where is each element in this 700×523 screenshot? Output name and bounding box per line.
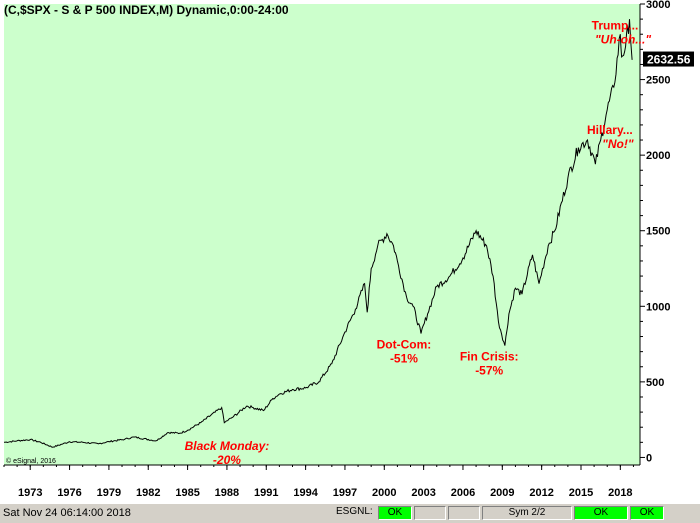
annotation-4-value: "Uh-oh..." xyxy=(595,33,651,47)
plot-area[interactable] xyxy=(4,4,640,465)
annotation-1-title: Dot-Com: xyxy=(377,338,432,352)
esgnl-status-ok[interactable]: OK xyxy=(378,506,412,520)
last-price-background xyxy=(643,51,694,67)
x-tick-label-1973: 1973 xyxy=(18,487,42,499)
annotation-3-title: Hillary... xyxy=(587,123,633,137)
x-tick-label-2018: 2018 xyxy=(608,487,632,499)
annotations: Black Monday:-20% Dot-Com:-51% Fin Crisis:… xyxy=(185,19,652,467)
x-tick-label-1985: 1985 xyxy=(175,487,199,499)
x-tick-label-1991: 1991 xyxy=(254,487,278,499)
y-tick-label-2500: 2500 xyxy=(646,75,670,87)
chart-title: (C,$SPX - S & P 500 INDEX,M) Dynamic,0:0… xyxy=(4,3,289,17)
copyright-label: © eSignal, 2016 xyxy=(6,457,56,465)
annotation-2-title: Fin Crisis: xyxy=(460,350,519,364)
x-tick-label-2000: 2000 xyxy=(372,487,396,499)
y-tick-label-3000: 3000 xyxy=(646,0,670,11)
status-cell-empty-2[interactable] xyxy=(448,506,480,520)
x-tick-label-2006: 2006 xyxy=(451,487,475,499)
x-tick-label-1997: 1997 xyxy=(333,487,357,499)
annotation-2-value: -57% xyxy=(475,364,503,378)
annotation-0-value: -20% xyxy=(213,453,241,467)
annotation-4-title: Trump... xyxy=(592,19,639,33)
status-ok-2[interactable]: OK xyxy=(574,506,628,520)
y-tick-label-2000: 2000 xyxy=(646,150,670,162)
x-tick-label-2015: 2015 xyxy=(569,487,593,499)
x-tick-label-2012: 2012 xyxy=(529,487,553,499)
status-bar: Sat Nov 24 06:14:00 2018 ESGNL: OK Sym 2… xyxy=(0,503,700,523)
x-tick-label-2003: 2003 xyxy=(411,487,435,499)
status-ok-3[interactable]: OK xyxy=(630,506,664,520)
annotation-3-value: "No!" xyxy=(602,137,634,151)
y-tick-label-0: 0 xyxy=(646,452,652,464)
x-tick-label-2009: 2009 xyxy=(490,487,514,499)
esgnl-label: ESGNL: xyxy=(336,506,373,517)
y-tick-label-1500: 1500 xyxy=(646,226,670,238)
status-cell-empty-1[interactable] xyxy=(414,506,446,520)
last-price-value: 2632.56 xyxy=(647,53,691,67)
status-time: Sat Nov 24 06:14:00 2018 xyxy=(3,507,131,519)
last-price-tag: 2632.56 xyxy=(643,51,694,67)
axis-labels: 3000 2500 2000 1500 1000 500 0 1973 1976 1979 1982… xyxy=(18,0,670,499)
chart-canvas[interactable]: 3000 2500 2000 1500 1000 500 0 1973 1976 1979 1982… xyxy=(0,0,700,503)
x-tick-label-1994: 1994 xyxy=(293,487,318,499)
annotation-1-value: -51% xyxy=(390,352,418,366)
x-tick-label-1976: 1976 xyxy=(57,487,81,499)
y-tick-label-1000: 1000 xyxy=(646,301,670,313)
annotation-0-title: Black Monday: xyxy=(185,439,270,453)
x-tick-label-1982: 1982 xyxy=(136,487,160,499)
x-tick-label-1979: 1979 xyxy=(97,487,121,499)
y-tick-label-500: 500 xyxy=(646,377,664,389)
chart-window: 3000 2500 2000 1500 1000 500 0 1973 1976 1979 1982… xyxy=(0,0,700,503)
ticks-layer xyxy=(3,3,645,470)
x-tick-label-1988: 1988 xyxy=(215,487,239,499)
price-series-line xyxy=(3,19,633,448)
symbol-indicator[interactable]: Sym 2/2 xyxy=(482,506,572,520)
